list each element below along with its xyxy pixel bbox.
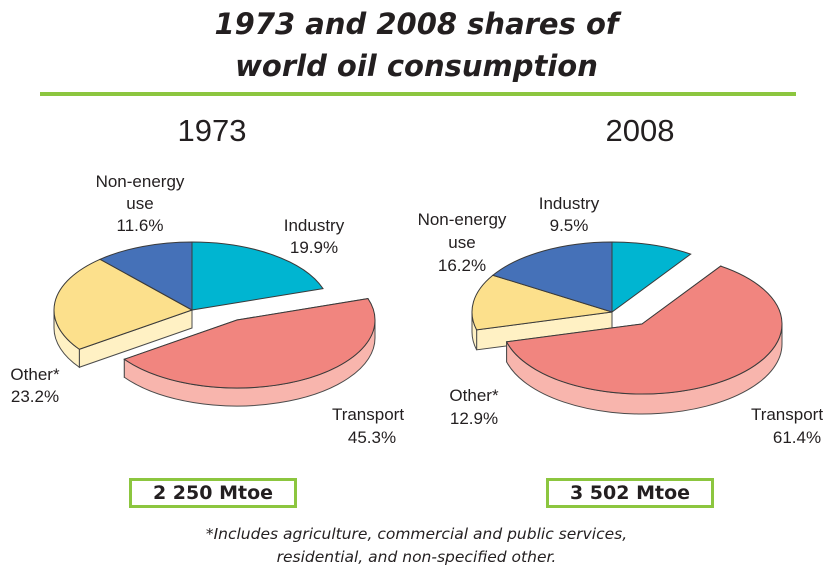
label-2008-nonenergy-line2: use bbox=[448, 233, 475, 252]
label-2008-transport-value: 61.4% bbox=[773, 428, 821, 447]
pie-2008-slice-industry bbox=[611, 241, 692, 313]
label-2008-transport-name: Transport bbox=[751, 405, 823, 424]
pie-1973-slice-non-energy-use bbox=[98, 241, 193, 311]
label-2008-other-name: Other* bbox=[449, 386, 499, 405]
pie-1973-slice-transport bbox=[123, 298, 376, 389]
label-2008-other-value: 12.9% bbox=[450, 409, 498, 428]
chart-title-line-1: 1973 and 2008 shares of bbox=[214, 7, 619, 41]
label-2008-nonenergy-value: 16.2% bbox=[438, 256, 486, 275]
total-1973-box: 2 250 Mtoe bbox=[129, 478, 297, 508]
label-1973-nonenergy-line2: use bbox=[126, 194, 153, 213]
label-1973-other-value: 23.2% bbox=[11, 387, 59, 406]
label-1973-nonenergy-value: 11.6% bbox=[117, 216, 164, 235]
label-1973-industry-value: 19.9% bbox=[290, 238, 338, 257]
pie-2008 bbox=[471, 241, 783, 415]
label-2008-industry-name: Industry bbox=[539, 194, 600, 213]
pie-2008-title: 2008 bbox=[605, 113, 675, 148]
label-2008-nonenergy-line1: Non-energy bbox=[418, 210, 507, 229]
label-1973-transport-value: 45.3% bbox=[348, 428, 396, 447]
pie-1973-slice-other bbox=[53, 258, 194, 350]
pie-1973-slice-industry bbox=[191, 241, 324, 311]
label-1973-transport-name: Transport bbox=[332, 405, 404, 424]
pie-2008-slice-non-energy-use bbox=[491, 241, 613, 313]
chart-title-line-2: world oil consumption bbox=[235, 49, 598, 83]
label-2008-industry-value: 9.5% bbox=[550, 216, 589, 235]
footnote-line-1: *Includes agriculture, commercial and pu… bbox=[205, 525, 628, 543]
pie-2008-slice-other bbox=[471, 274, 613, 331]
pie-2008-slice-transport bbox=[505, 265, 783, 395]
title-divider bbox=[40, 92, 796, 96]
total-2008-box: 3 502 Mtoe bbox=[546, 478, 714, 508]
label-1973-industry-name: Industry bbox=[284, 216, 345, 235]
label-1973-other-name: Other* bbox=[10, 365, 60, 384]
footnote-line-2: residential, and non-specified other. bbox=[276, 548, 557, 566]
pie-1973 bbox=[53, 241, 376, 407]
label-1973-nonenergy-line1: Non-energy bbox=[96, 172, 185, 191]
pie-1973-title: 1973 bbox=[177, 113, 247, 148]
